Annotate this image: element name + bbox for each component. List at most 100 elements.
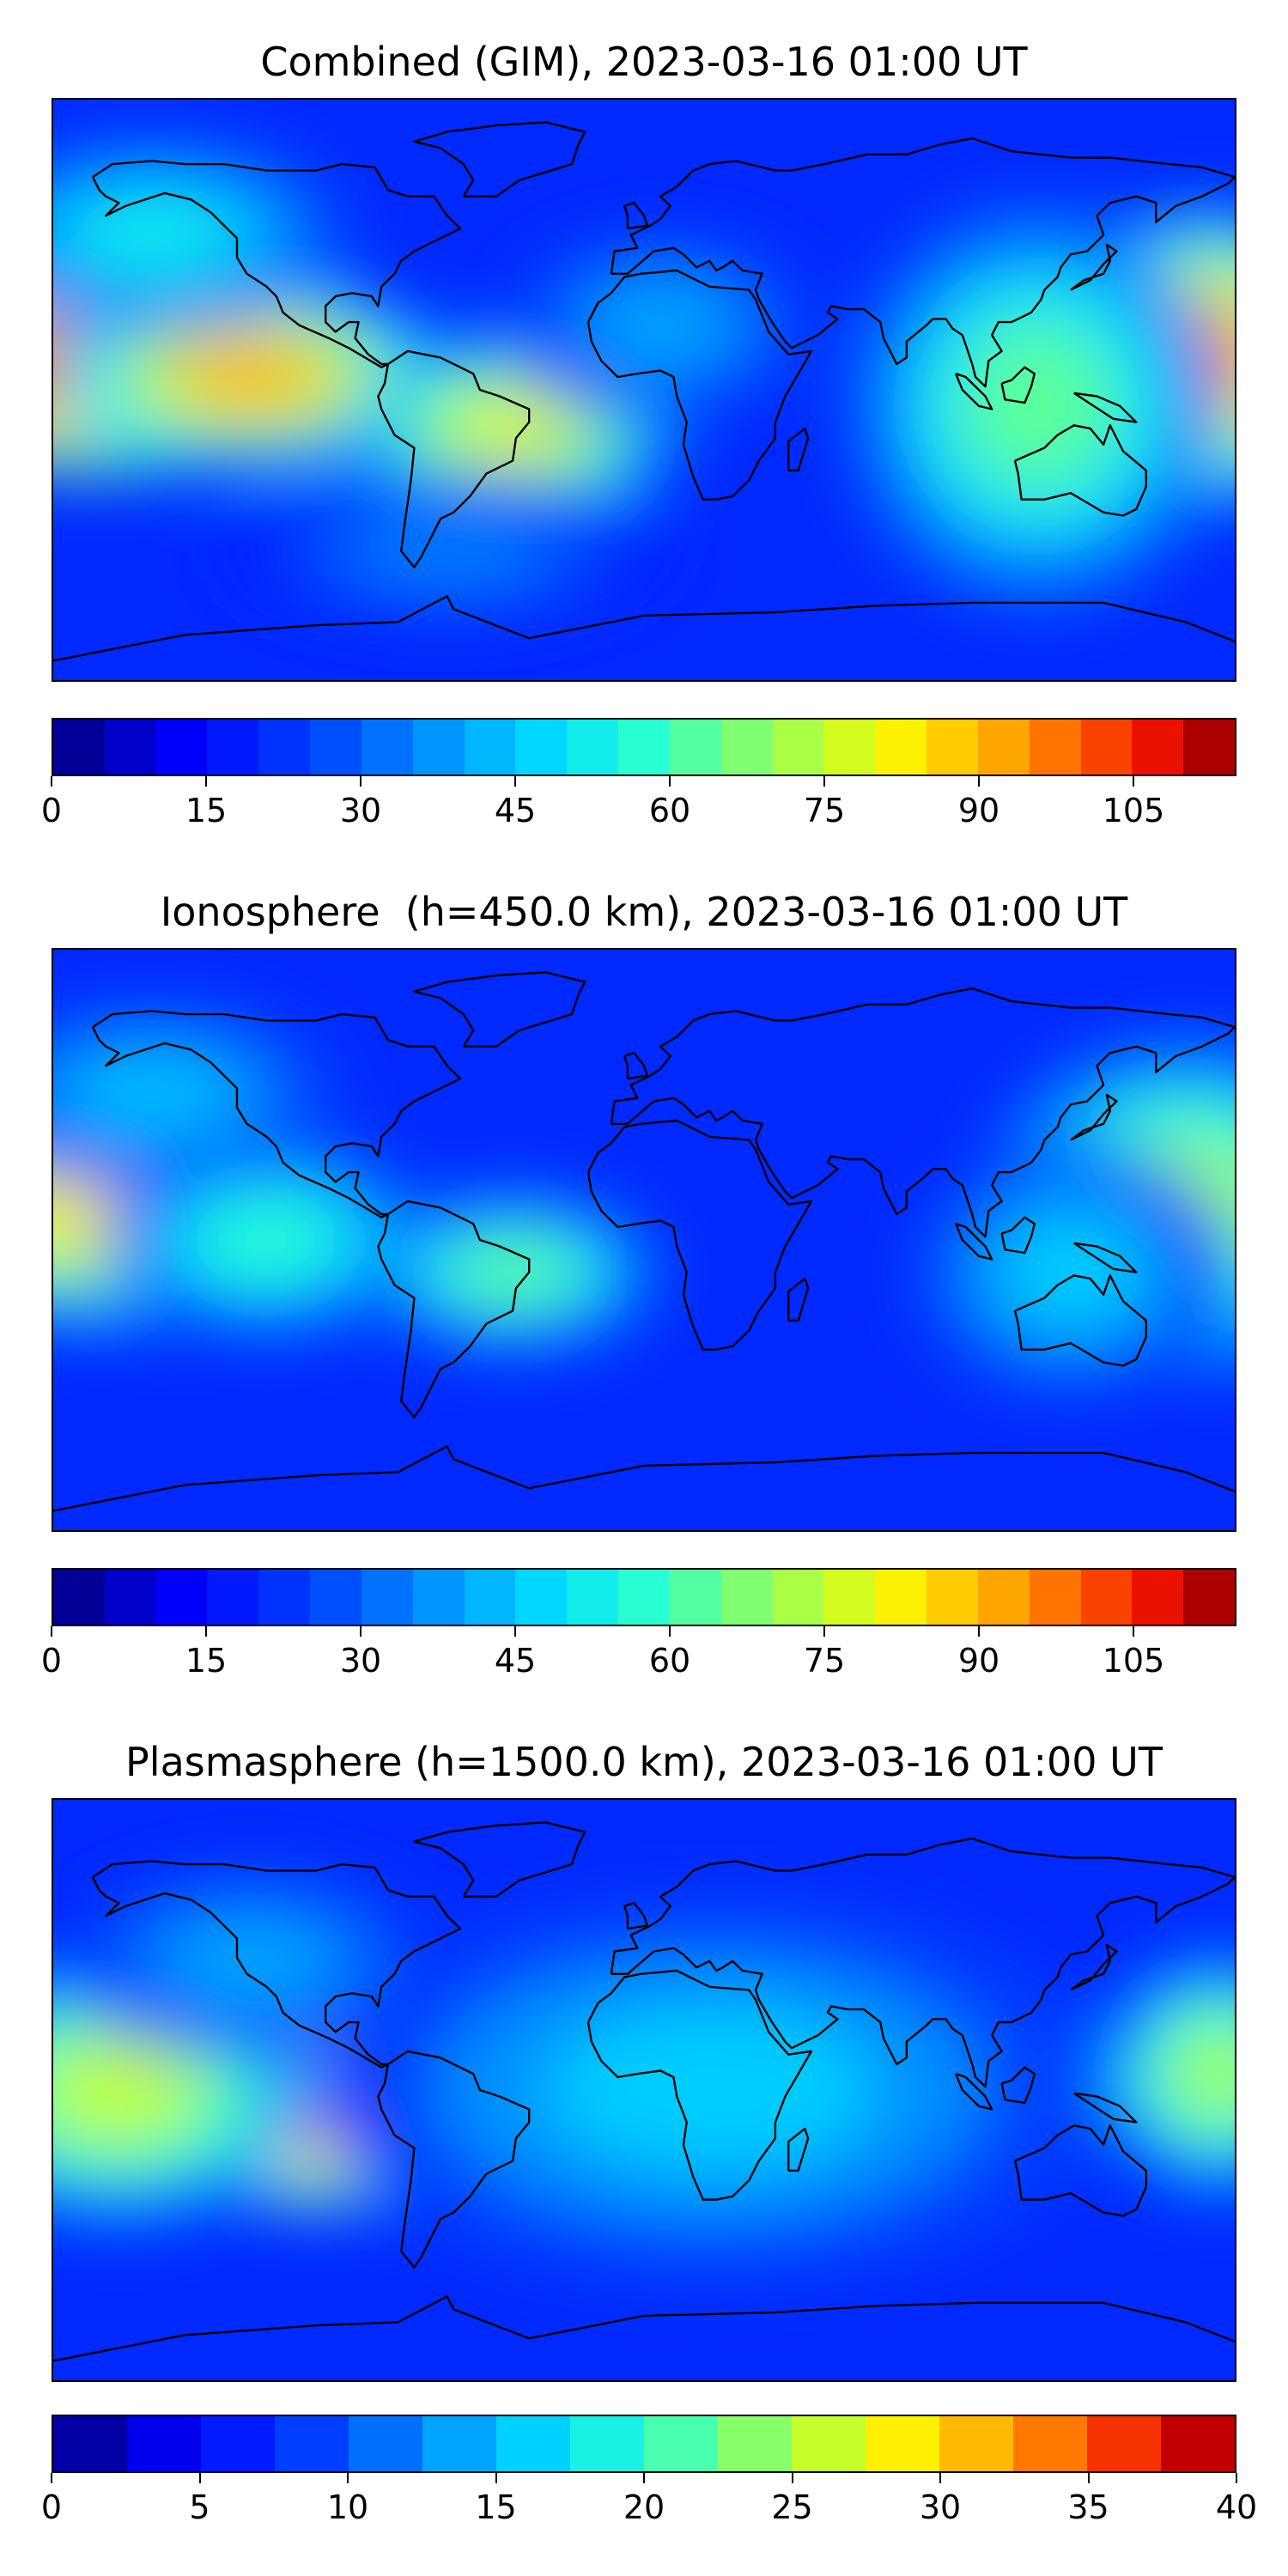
colorbar-segment bbox=[875, 1570, 927, 1625]
colorbar-ticks-combined: 0 15 30 45 60 75 90 105 bbox=[41, 776, 1236, 829]
colorbar-tick-label: 30 bbox=[339, 1642, 382, 1680]
colorbar-segment bbox=[412, 720, 465, 775]
tec-blob bbox=[167, 338, 333, 416]
coastline bbox=[377, 2050, 531, 2269]
map-canvas-ionosphere bbox=[53, 950, 1235, 1530]
coastline bbox=[586, 1119, 813, 1351]
colorbar-tick-label: 90 bbox=[957, 1642, 1000, 1680]
colorbar-segment bbox=[618, 1570, 670, 1625]
coastline bbox=[623, 201, 648, 230]
coastline bbox=[413, 971, 586, 1048]
colorbar-segment bbox=[669, 1570, 721, 1625]
colorbar-tick bbox=[495, 2473, 497, 2483]
panel-title-ionosphere: Ionosphere (h=450.0 km), 2023-03-16 01:0… bbox=[160, 889, 1128, 935]
colorbar-segment bbox=[977, 1570, 1030, 1625]
coastline bbox=[53, 595, 1235, 662]
colorbar-segment bbox=[1087, 2416, 1161, 2471]
colorbar-segment bbox=[720, 720, 773, 775]
colorbar-segment bbox=[720, 1570, 773, 1625]
tec-blob bbox=[1001, 1218, 1140, 1327]
colorbar-tick bbox=[514, 1626, 516, 1637]
coastline bbox=[1070, 1093, 1118, 1141]
colorbar-segment bbox=[53, 2416, 127, 2471]
map-plasmasphere bbox=[52, 1798, 1236, 2382]
tec-field bbox=[53, 138, 1235, 629]
map-canvas-combined bbox=[53, 100, 1235, 680]
coastline bbox=[954, 373, 993, 410]
colorbar-segment bbox=[361, 720, 413, 775]
colorbar-tick bbox=[51, 2473, 52, 2483]
colorbar-tick-label: 45 bbox=[494, 792, 537, 829]
coastline bbox=[1000, 366, 1036, 404]
colorbar-tick-label: 105 bbox=[1102, 792, 1165, 829]
colorbar-segment bbox=[1080, 720, 1133, 775]
colorbar-segment bbox=[927, 720, 978, 775]
colorbar-segment bbox=[567, 1570, 619, 1625]
colorbar-segment bbox=[772, 720, 824, 775]
colorbar-tick-label: 105 bbox=[1102, 1642, 1165, 1680]
coastline bbox=[787, 1277, 810, 1322]
tec-blob bbox=[1169, 2025, 1235, 2123]
colorbar-segment bbox=[275, 2416, 349, 2471]
coastline bbox=[623, 1051, 648, 1080]
tec-blob bbox=[350, 518, 544, 584]
colorbar-tick bbox=[669, 1626, 671, 1637]
colorbar-segment bbox=[927, 1570, 978, 1625]
colorbar-segment bbox=[412, 1570, 465, 1625]
colorbar-segment bbox=[570, 2416, 644, 2471]
coastline bbox=[1070, 243, 1118, 291]
colorbar-segment bbox=[618, 720, 670, 775]
colorbar-tick bbox=[978, 776, 980, 787]
map-combined bbox=[52, 98, 1236, 682]
colorbar-segment bbox=[349, 2416, 422, 2471]
colorbar-segment bbox=[361, 1570, 413, 1625]
colorbar-tick bbox=[198, 2473, 201, 2483]
map-canvas-plasmasphere bbox=[53, 1800, 1235, 2380]
colorbar-tick-label: 10 bbox=[326, 2488, 369, 2526]
colorbar-segment bbox=[939, 2416, 1013, 2471]
colorbar-segment bbox=[207, 1570, 259, 1625]
coastline bbox=[377, 1200, 531, 1419]
colorbar-tick bbox=[205, 776, 207, 787]
colorbar-segment bbox=[1161, 2416, 1235, 2471]
colorbar-tick-label: 75 bbox=[803, 792, 846, 829]
colorbar-tick-label: 15 bbox=[185, 792, 228, 829]
colorbar-plasmasphere bbox=[52, 2415, 1236, 2473]
colorbar-segment bbox=[201, 2416, 275, 2471]
tec-blob bbox=[443, 390, 582, 467]
coastline bbox=[586, 1969, 813, 2201]
colorbar-segment bbox=[515, 720, 568, 775]
tec-blob bbox=[197, 1199, 336, 1281]
colorbar-segment bbox=[207, 720, 259, 775]
colorbar-segment bbox=[464, 720, 516, 775]
coastline bbox=[1073, 392, 1138, 423]
coastline bbox=[377, 349, 531, 568]
colorbar-segment bbox=[644, 2416, 718, 2471]
colorbar-segment bbox=[669, 720, 721, 775]
colorbar-tick-label: 45 bbox=[494, 1642, 537, 1680]
tec-field bbox=[53, 998, 1235, 1401]
colorbar-tick bbox=[823, 1626, 825, 1637]
colorbar-tick bbox=[643, 2473, 645, 2483]
colorbar-segment bbox=[155, 720, 208, 775]
colorbar-tick-label: 30 bbox=[919, 2488, 962, 2526]
tec-blob bbox=[53, 2035, 202, 2145]
colorbar-segment bbox=[310, 720, 361, 775]
colorbar-tick bbox=[1132, 776, 1134, 787]
coastline bbox=[1000, 2066, 1036, 2105]
coastline bbox=[787, 2127, 810, 2172]
colorbar-segment bbox=[1183, 1570, 1236, 1625]
colorbar-segment bbox=[1013, 2416, 1087, 2471]
tec-blob bbox=[960, 325, 1115, 488]
colorbar-tick-label: 0 bbox=[40, 792, 63, 829]
colorbar-segment bbox=[1080, 1570, 1133, 1625]
colorbar-segment bbox=[1029, 720, 1081, 775]
colorbar-tick bbox=[1087, 2473, 1090, 2483]
coastline bbox=[53, 2295, 1235, 2362]
colorbar-segment bbox=[772, 1570, 824, 1625]
coastline bbox=[623, 1901, 648, 1930]
colorbar-tick-label: 0 bbox=[40, 2488, 63, 2526]
colorbar-segment bbox=[53, 720, 105, 775]
panel-title-plasmasphere: Plasmasphere (h=1500.0 km), 2023-03-16 0… bbox=[125, 1739, 1163, 1785]
colorbar-tick bbox=[1236, 2473, 1237, 2483]
